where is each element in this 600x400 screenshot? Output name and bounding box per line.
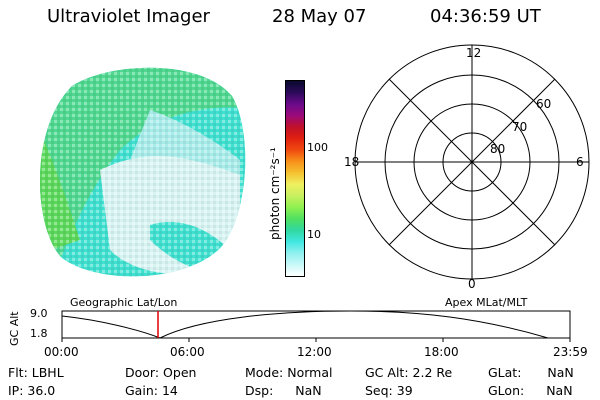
info-dsp: Dsp: NaN [245,383,322,398]
info-seq: Seq: 39 [365,383,413,398]
info-label: Door: [125,365,160,380]
uv-image [39,67,246,277]
info-value: Normal [287,365,333,380]
colorbar-tick-10: 10 [307,228,321,241]
info-ip: IP: 36.0 [8,383,55,398]
info-value: NaN [547,365,574,380]
info-label: Seq: [365,383,393,398]
colorbar-unit: photon cm⁻²s⁻¹ [268,147,282,240]
info-label: Mode: [245,365,284,380]
timeline-x-tick: 18:00 [424,345,459,359]
colorbar-gradient [286,81,304,276]
colorbar-tick-100: 100 [307,141,328,154]
info-value: 2.2 Re [412,365,453,380]
time-label: 04:36:59 UT [430,6,541,27]
timeline-x-tick: 12:00 [297,345,332,359]
info-label: GC Alt: [365,365,409,380]
altitude-curve [61,310,570,339]
info-glon: GLon: NaN [488,383,573,398]
info-value: 14 [161,383,178,398]
polar-grid [354,44,590,280]
polar-ring-label-70: 70 [512,120,528,134]
info-label: GLat: [488,365,522,380]
timeline-y-title: GC Alt [8,311,21,346]
info-gc-alt: GC Alt: 2.2 Re [365,365,452,380]
info-mode: Mode: Normal [245,365,333,380]
app-title: Ultraviolet Imager [47,6,210,27]
info-value: 36.0 [27,383,56,398]
info-label: Flt: [8,365,28,380]
info-value: LBHL [31,365,64,380]
info-gain: Gain: 14 [125,383,178,398]
info-value: NaN [546,383,573,398]
info-glat: GLat: NaN [488,365,574,380]
polar-label-top: 12 [466,46,482,60]
timeline-y-tick-bottom: 1.8 [30,327,48,340]
info-value: NaN [295,383,322,398]
info-label: Gain: [125,383,158,398]
date-label: 28 May 07 [272,6,367,27]
info-value: Open [163,365,197,380]
polar-label-left: 18 [344,155,360,169]
info-flt: Flt: LBHL [8,365,64,380]
polar-label-bottom: 0 [468,277,476,291]
info-label: IP: [8,383,24,398]
timeline-ticks [61,338,571,342]
colorbar [285,80,305,277]
timeline-x-tick: 23:59 [553,345,588,359]
polar-ring-label-60: 60 [536,97,552,111]
timeline-y-tick-top: 9.0 [30,307,48,320]
info-label: GLon: [488,383,525,398]
timeline-x-tick: 06:00 [170,345,205,359]
timeline-right-label: Apex MLat/MLT [445,296,528,309]
info-value: 39 [396,383,413,398]
timeline-x-tick: 00:00 [44,345,79,359]
info-door: Door: Open [125,365,196,380]
polar-ring-label-80: 80 [490,142,506,156]
polar-label-right: 6 [576,155,584,169]
timeline-left-label: Geographic Lat/Lon [70,296,178,309]
info-label: Dsp: [245,383,274,398]
